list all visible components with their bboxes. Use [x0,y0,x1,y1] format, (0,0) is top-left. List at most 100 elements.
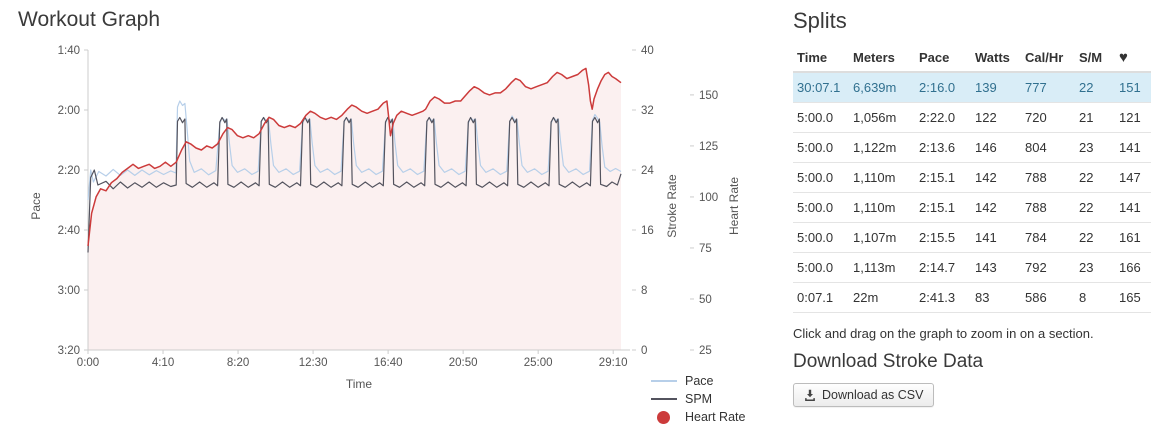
pace-series-line [87,100,622,201]
stroke-rate-tick-label: 40 [641,45,654,57]
cell-heart-rate: 151 [1115,72,1151,103]
cell-meters: 1,056m [849,102,915,133]
time-tick-label: 25:00 [524,357,553,369]
cell-watts: 146 [971,132,1021,163]
stroke-rate-tick-label: 24 [641,165,654,177]
time-tick-label: 20:50 [449,357,478,369]
cell-meters: 6,639m [849,72,915,103]
cell-pace: 2:15.5 [915,222,971,253]
cell-heart-rate: 166 [1115,252,1151,283]
heart-rate-tick-label: 50 [699,294,712,306]
cell-s-m: 22 [1075,162,1115,193]
splits-row[interactable]: 0:07.1 22m 2:41.3 83 586 8 165 [793,282,1151,313]
splits-table: Time Meters Pace Watts Cal/Hr S/M ♥ 30:07.1 6,6… [793,44,1151,313]
workout-graph-title: Workout Graph [18,8,161,31]
pace-tick-label: 3:00 [58,285,80,297]
splits-row[interactable]: 5:00.0 1,122m 2:13.6 146 804 23 141 [793,132,1151,163]
download-icon [804,389,816,401]
splits-row[interactable]: 5:00.0 1,107m 2:15.5 141 784 22 161 [793,222,1151,253]
cell-time: 5:00.0 [793,192,849,223]
cell-meters: 1,110m [849,162,915,193]
splits-row[interactable]: 5:00.0 1,056m 2:22.0 122 720 21 121 [793,102,1151,133]
cell-time: 5:00.0 [793,252,849,283]
cell-s-m: 23 [1075,132,1115,163]
cell-s-m: 8 [1075,282,1115,313]
stroke-rate-tick-label: 32 [641,105,654,117]
cell-time: 5:00.0 [793,102,849,133]
workout-graph-plot[interactable]: 1:40 2:00 2:20 2:40 3:00 3:200:00 4:10 8:20 12:3… [0,36,760,430]
heart-rate-axis-title: Heart Rate [727,177,741,235]
cell-s-m: 22 [1075,192,1115,223]
heart-rate-tick-label: 75 [699,243,712,255]
cell-cal-hr: 586 [1021,282,1075,313]
legend-label: Heart Rate [685,410,746,424]
pace-tick-label: 2:40 [58,225,80,237]
splits-header-s-m: S/M [1075,44,1115,73]
zoom-hint: Click and drag on the graph to zoom in o… [793,326,1094,341]
cell-meters: 1,107m [849,222,915,253]
pace-tick-label: 1:40 [58,45,80,57]
pace-tick-label: 3:20 [58,345,80,357]
cell-meters: 1,122m [849,132,915,163]
cell-cal-hr: 792 [1021,252,1075,283]
cell-pace: 2:13.6 [915,132,971,163]
time-axis-title: Time [346,377,373,391]
cell-s-m: 22 [1075,72,1115,103]
splits-row[interactable]: 5:00.0 1,113m 2:14.7 143 792 23 166 [793,252,1151,283]
cell-heart-rate: 161 [1115,222,1151,253]
cell-cal-hr: 720 [1021,102,1075,133]
cell-pace: 2:16.0 [915,72,971,103]
cell-heart-rate: 165 [1115,282,1151,313]
legend-label: Pace [685,374,714,388]
time-tick-label: 0:00 [77,357,99,369]
splits-summary-row[interactable]: 30:07.1 6,639m 2:16.0 139 777 22 151 [793,72,1151,103]
time-tick-label: 12:30 [299,357,328,369]
cell-watts: 142 [971,162,1021,193]
splits-header-cal-hr: Cal/Hr [1021,44,1075,73]
cell-time: 30:07.1 [793,72,849,103]
stroke-rate-tick-label: 0 [641,345,647,357]
cell-time: 5:00.0 [793,162,849,193]
cell-heart-rate: 141 [1115,132,1151,163]
splits-row[interactable]: 5:00.0 1,110m 2:15.1 142 788 22 141 [793,192,1151,223]
cell-meters: 22m [849,282,915,313]
cell-watts: 143 [971,252,1021,283]
cell-s-m: 21 [1075,102,1115,133]
pace-tick-label: 2:20 [58,165,80,177]
cell-time: 5:00.0 [793,222,849,253]
splits-row[interactable]: 5:00.0 1,110m 2:15.1 142 788 22 147 [793,162,1151,193]
heart-rate-tick-label: 100 [699,192,718,204]
cell-pace: 2:22.0 [915,102,971,133]
cell-heart-rate: 147 [1115,162,1151,193]
stroke-rate-tick-label: 8 [641,285,647,297]
cell-cal-hr: 788 [1021,192,1075,223]
time-tick-label: 29:10 [599,357,628,369]
cell-pace: 2:15.1 [915,192,971,223]
cell-watts: 142 [971,192,1021,223]
download-csv-button[interactable]: Download as CSV [793,383,935,407]
cell-watts: 139 [971,72,1021,103]
cell-cal-hr: 788 [1021,162,1075,193]
cell-meters: 1,113m [849,252,915,283]
splits-header-time: Time [793,44,849,73]
cell-meters: 1,110m [849,192,915,223]
heart-rate-tick-label: 150 [699,90,718,102]
cell-time: 0:07.1 [793,282,849,313]
splits-header-watts: Watts [971,44,1021,73]
cell-pace: 2:14.7 [915,252,971,283]
cell-pace: 2:41.3 [915,282,971,313]
legend-label: SPM [685,392,713,406]
cell-s-m: 23 [1075,252,1115,283]
spm-series-line [87,116,622,253]
time-tick-label: 4:10 [152,357,174,369]
splits-panel: Splits Time Meters Pace Watts Cal/Hr S/M ♥ 30:… [793,0,1151,407]
heart-rate-series-line [87,67,622,246]
splits-header-meters: Meters [849,44,915,73]
pace-axis-title: Pace [29,192,43,220]
download-stroke-data-heading: Download Stroke Data [793,351,984,372]
cell-cal-hr: 784 [1021,222,1075,253]
cell-time: 5:00.0 [793,132,849,163]
cell-heart-rate: 141 [1115,192,1151,223]
cell-watts: 122 [971,102,1021,133]
heart-rate-tick-label: 125 [699,141,718,153]
